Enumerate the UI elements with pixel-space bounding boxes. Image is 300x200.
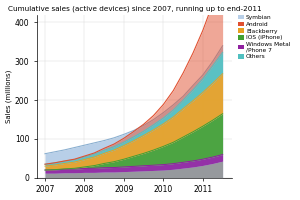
Y-axis label: Sales (millions): Sales (millions): [6, 70, 12, 123]
Title: Cumulative sales (active devices) since 2007, running up to end-2011: Cumulative sales (active devices) since …: [8, 6, 262, 12]
Legend: Symbian, Android, Blackberry, IOS (iPhone), Windows Metal
/Phone 7, Others: Symbian, Android, Blackberry, IOS (iPhon…: [237, 14, 291, 60]
